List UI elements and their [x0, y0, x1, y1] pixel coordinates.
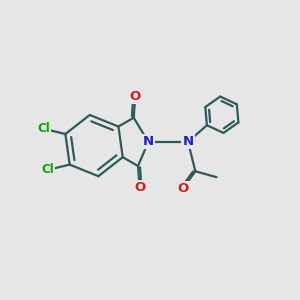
Text: Cl: Cl	[37, 122, 50, 135]
Text: O: O	[177, 182, 189, 195]
Text: N: N	[143, 135, 154, 148]
Text: Cl: Cl	[41, 164, 54, 176]
Text: O: O	[134, 181, 145, 194]
Text: N: N	[182, 135, 194, 148]
Text: O: O	[130, 90, 141, 103]
